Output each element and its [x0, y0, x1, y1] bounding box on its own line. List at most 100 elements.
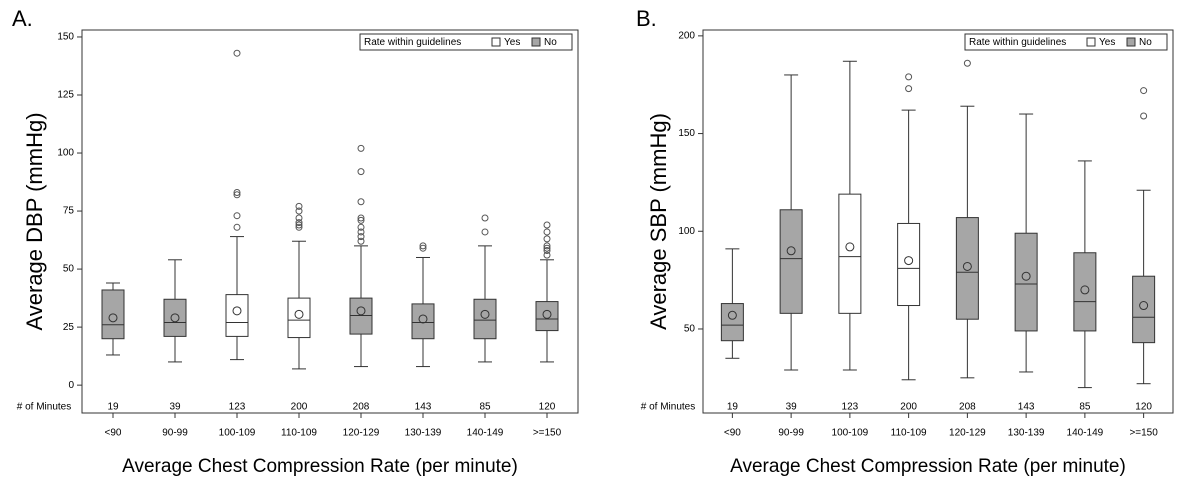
- count-label: 208: [353, 402, 370, 413]
- outlier: [543, 247, 551, 255]
- outlier: [357, 144, 365, 152]
- count-label: 123: [842, 402, 859, 413]
- box: [225, 294, 249, 337]
- outlier: [905, 73, 913, 81]
- outlier: [905, 85, 913, 93]
- mean: [108, 313, 118, 323]
- outlier: [419, 242, 427, 250]
- outlier: [543, 221, 551, 229]
- box: [1073, 252, 1097, 332]
- outlier: [1140, 87, 1148, 95]
- x-tick-label: 130-139: [1008, 428, 1045, 439]
- mean: [418, 314, 428, 324]
- outlier: [543, 242, 551, 250]
- legend-swatch: [1086, 37, 1096, 47]
- mean: [1080, 285, 1090, 295]
- legend-frame: [359, 33, 573, 51]
- box: [779, 209, 803, 314]
- box: [101, 289, 125, 340]
- count-label: 85: [479, 402, 491, 413]
- count-label: 200: [291, 402, 308, 413]
- outlier: [295, 221, 303, 229]
- x-tick-label: 120-129: [343, 428, 380, 439]
- x-tick-label: 110-109: [281, 428, 317, 439]
- count-label: 200: [900, 402, 917, 413]
- legend-entry: Yes: [504, 37, 520, 48]
- x-tick-label: 90-99: [778, 428, 804, 439]
- mean: [1021, 271, 1031, 281]
- x-tick-label: >=150: [1129, 428, 1158, 439]
- outlier: [295, 223, 303, 231]
- count-label: 19: [107, 402, 119, 413]
- mean: [1139, 301, 1149, 311]
- mean: [542, 309, 552, 319]
- count-label: 143: [415, 402, 432, 413]
- outlier: [963, 59, 971, 67]
- box: [349, 297, 373, 335]
- y-tick-label: 50: [63, 264, 75, 275]
- outlier: [233, 212, 241, 220]
- box: [287, 297, 311, 339]
- y-tick-label: 75: [63, 206, 75, 217]
- x-tick-label: >=150: [533, 428, 562, 439]
- x-tick-label: 140-149: [467, 428, 504, 439]
- x-tick-label: 130-139: [405, 428, 442, 439]
- mean: [480, 309, 490, 319]
- outlier: [295, 214, 303, 222]
- box: [411, 303, 435, 340]
- outlier: [543, 244, 551, 252]
- outlier: [357, 237, 365, 245]
- box: [163, 298, 187, 337]
- legend-swatch: [531, 37, 541, 47]
- x-tick-label: <90: [105, 428, 122, 439]
- plot-frame: [81, 29, 579, 414]
- panel-label: A.: [12, 6, 33, 31]
- count-title: # of Minutes: [641, 402, 695, 413]
- x-tick-label: 90-99: [162, 428, 188, 439]
- panel-label: B.: [636, 6, 657, 31]
- legend-frame: [964, 33, 1168, 51]
- count-label: 123: [229, 402, 246, 413]
- count-label: 120: [1135, 402, 1152, 413]
- box: [473, 298, 497, 340]
- outlier: [233, 188, 241, 196]
- outlier: [543, 251, 551, 259]
- y-tick-label: 50: [684, 324, 696, 335]
- count-label: 39: [169, 402, 181, 413]
- legend-swatch: [491, 37, 501, 47]
- mean: [356, 306, 366, 316]
- legend-swatch: [1126, 37, 1136, 47]
- outlier: [295, 202, 303, 210]
- outlier: [295, 207, 303, 215]
- outlier: [357, 223, 365, 231]
- outlier: [481, 228, 489, 236]
- x-tick-label: 110-109: [891, 428, 927, 439]
- y-tick-label: 0: [68, 380, 74, 391]
- x-tick-label: 140-149: [1067, 428, 1104, 439]
- y-tick-label: 25: [63, 322, 75, 333]
- count-label: 143: [1018, 402, 1035, 413]
- outlier: [357, 228, 365, 236]
- box: [720, 303, 744, 342]
- mean: [962, 261, 972, 271]
- outlier: [357, 168, 365, 176]
- mean: [232, 306, 242, 316]
- x-axis-label: Average Chest Compression Rate (per minu…: [122, 456, 518, 477]
- box: [838, 193, 862, 314]
- outlier: [481, 214, 489, 222]
- outlier: [357, 214, 365, 222]
- mean: [294, 309, 304, 319]
- mean: [786, 246, 796, 256]
- y-tick-label: 125: [57, 90, 74, 101]
- y-axis-label: Average SBP (mmHg): [646, 113, 671, 330]
- count-label: 208: [959, 402, 976, 413]
- y-tick-label: 100: [678, 226, 695, 237]
- outlier: [543, 235, 551, 243]
- legend-entry: Yes: [1099, 37, 1115, 48]
- count-label: 120: [539, 402, 556, 413]
- count-label: 19: [727, 402, 739, 413]
- count-label: 85: [1079, 402, 1091, 413]
- outlier: [233, 191, 241, 199]
